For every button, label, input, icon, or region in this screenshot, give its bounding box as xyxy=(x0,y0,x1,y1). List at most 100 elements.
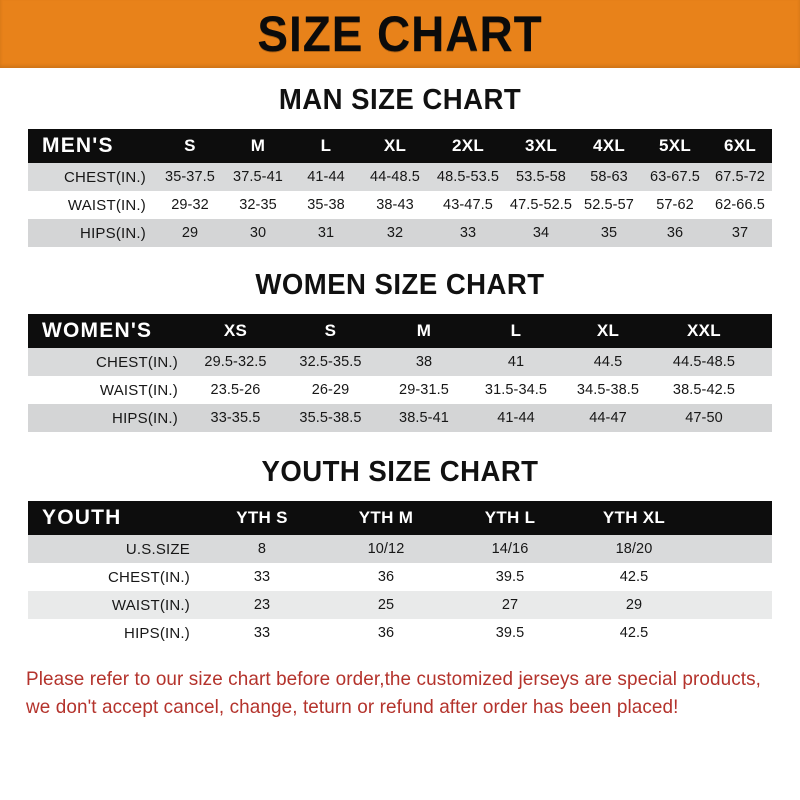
table-spacer-cell xyxy=(696,535,772,563)
cell-man-1-4: 43-47.5 xyxy=(443,197,493,213)
cell-women-0-5: 44.5-48.5 xyxy=(672,354,736,370)
cell-youth-3-1: 36 xyxy=(377,625,395,641)
col-header-man-1: M xyxy=(250,136,266,155)
table-row: WAIST(IN.) 23.5-26 26-29 29-31.5 31.5-34… xyxy=(28,376,772,404)
cell-youth-0-3: 18/20 xyxy=(615,541,653,557)
cell-youth-0-2: 14/16 xyxy=(491,541,529,557)
section-title-man: MAN SIZE CHART xyxy=(278,84,522,116)
cell-women-1-3: 31.5-34.5 xyxy=(484,382,548,398)
col-header-man-4: 2XL xyxy=(451,136,485,155)
section-title-women: WOMEN SIZE CHART xyxy=(255,269,545,301)
table-row: HIPS(IN.) 33-35.5 35.5-38.5 38.5-41 41-4… xyxy=(28,404,772,432)
cell-man-1-2: 35-38 xyxy=(307,197,345,213)
cell-youth-3-2: 39.5 xyxy=(495,625,525,641)
cell-man-2-7: 36 xyxy=(666,225,684,241)
col-header-women-5: XXL xyxy=(687,321,721,340)
col-header-man-8: 6XL xyxy=(723,136,757,155)
cell-man-2-5: 34 xyxy=(532,225,550,241)
table-spacer-cell xyxy=(696,501,772,535)
cell-man-1-0: 29-32 xyxy=(171,197,209,213)
cell-women-0-3: 41 xyxy=(507,354,525,370)
cell-youth-2-0: 23 xyxy=(253,597,271,613)
cell-man-1-8: 62-66.5 xyxy=(715,197,765,213)
col-header-women-3: L xyxy=(510,321,522,340)
table-spacer-cell xyxy=(754,404,772,432)
page-banner: SIZE CHART xyxy=(0,0,800,68)
table-corner-label-women: WOMEN'S xyxy=(42,319,153,342)
col-header-man-5: 3XL xyxy=(524,136,558,155)
cell-man-0-8: 67.5-72 xyxy=(715,169,765,185)
row-label-women-0: CHEST(IN.) xyxy=(96,353,178,371)
cell-women-1-5: 38.5-42.5 xyxy=(672,382,736,398)
cell-women-2-2: 38.5-41 xyxy=(399,410,449,426)
cell-youth-1-1: 36 xyxy=(377,569,395,585)
table-row: CHEST(IN.) 29.5-32.5 32.5-35.5 38 41 44.… xyxy=(28,348,772,376)
cell-man-0-2: 41-44 xyxy=(307,169,345,185)
cell-women-1-4: 34.5-38.5 xyxy=(576,382,640,398)
cell-youth-2-2: 27 xyxy=(501,597,519,613)
cell-women-0-0: 29.5-32.5 xyxy=(204,354,267,370)
cell-man-2-2: 31 xyxy=(317,225,335,241)
row-label-youth-1: CHEST(IN.) xyxy=(108,568,190,586)
cell-man-1-3: 38-43 xyxy=(376,197,414,213)
col-header-women-4: XL xyxy=(596,321,620,340)
row-label-youth-3: HIPS(IN.) xyxy=(124,624,190,642)
col-header-women-1: S xyxy=(324,321,337,340)
page-title: SIZE CHART xyxy=(257,6,543,62)
col-header-youth-2: YTH L xyxy=(484,508,536,527)
cell-women-2-1: 35.5-38.5 xyxy=(299,410,362,426)
section-youth: YOUTH SIZE CHART YOUTH YTH S YTH M YTH L… xyxy=(0,456,800,647)
table-spacer-cell xyxy=(696,563,772,591)
cell-man-0-6: 58-63 xyxy=(590,169,628,185)
cell-youth-3-0: 33 xyxy=(253,625,271,641)
col-header-youth-3: YTH XL xyxy=(602,508,666,527)
cell-youth-3-3: 42.5 xyxy=(619,625,649,641)
table-spacer-cell xyxy=(696,619,772,647)
row-label-youth-2: WAIST(IN.) xyxy=(111,596,190,614)
table-spacer-cell xyxy=(754,348,772,376)
cell-man-0-0: 35-37.5 xyxy=(165,169,215,185)
table-corner-label-men: MEN'S xyxy=(42,134,114,157)
cell-man-1-1: 32-35 xyxy=(239,197,277,213)
table-row: CHEST(IN.) 35-37.5 37.5-41 41-44 44-48.5… xyxy=(28,163,772,191)
table-youth: YOUTH YTH S YTH M YTH L YTH XL U.S.SIZE … xyxy=(28,501,772,647)
cell-women-0-2: 38 xyxy=(415,354,433,370)
table-man: MEN'S S M L XL 2XL 3XL 4XL 5XL 6XL CHEST… xyxy=(28,129,772,247)
row-label-youth-0: U.S.SIZE xyxy=(125,540,190,558)
cell-man-0-4: 48.5-53.5 xyxy=(436,169,500,185)
cell-man-2-8: 37 xyxy=(731,225,749,241)
cell-women-1-0: 23.5-26 xyxy=(210,382,261,398)
table-women: WOMEN'S XS S M L XL XXL CHEST(IN.) 29.5-… xyxy=(28,314,772,432)
cell-man-1-5: 47.5-52.5 xyxy=(509,197,573,213)
cell-man-2-1: 30 xyxy=(249,225,267,241)
row-label-women-2: HIPS(IN.) xyxy=(112,409,178,427)
footer-disclaimer: Please refer to our size chart before or… xyxy=(26,665,761,722)
col-header-man-3: XL xyxy=(383,136,407,155)
cell-women-2-3: 41-44 xyxy=(497,410,535,426)
footer-line-2: we don't accept cancel, change, teturn o… xyxy=(26,696,679,719)
table-spacer-cell xyxy=(754,376,772,404)
cell-man-2-6: 35 xyxy=(600,225,618,241)
cell-women-0-1: 32.5-35.5 xyxy=(299,354,362,370)
cell-man-2-4: 33 xyxy=(459,225,477,241)
col-header-women-2: M xyxy=(416,321,432,340)
row-label-man-0: CHEST(IN.) xyxy=(64,168,146,186)
table-row: HIPS(IN.) 29 30 31 32 33 34 35 36 37 xyxy=(28,219,772,247)
row-label-man-1: WAIST(IN.) xyxy=(67,196,146,214)
col-header-man-2: L xyxy=(320,136,332,155)
cell-women-2-4: 44-47 xyxy=(589,410,627,426)
col-header-man-7: 5XL xyxy=(658,136,692,155)
col-header-man-6: 4XL xyxy=(592,136,626,155)
cell-man-0-5: 53.5-58 xyxy=(516,169,566,185)
cell-youth-2-3: 29 xyxy=(625,597,643,613)
table-row: CHEST(IN.) 33 36 39.5 42.5 xyxy=(28,563,772,591)
col-header-man-0: S xyxy=(184,136,196,155)
cell-man-0-7: 63-67.5 xyxy=(650,169,700,185)
cell-man-2-3: 32 xyxy=(386,225,404,241)
cell-women-2-0: 33-35.5 xyxy=(210,410,261,426)
section-women: WOMEN SIZE CHART WOMEN'S XS S M L XL XXL xyxy=(0,269,800,432)
table-row: U.S.SIZE 8 10/12 14/16 18/20 xyxy=(28,535,772,563)
table-row: WAIST(IN.) 23 25 27 29 xyxy=(28,591,772,619)
cell-youth-0-1: 10/12 xyxy=(367,541,405,557)
